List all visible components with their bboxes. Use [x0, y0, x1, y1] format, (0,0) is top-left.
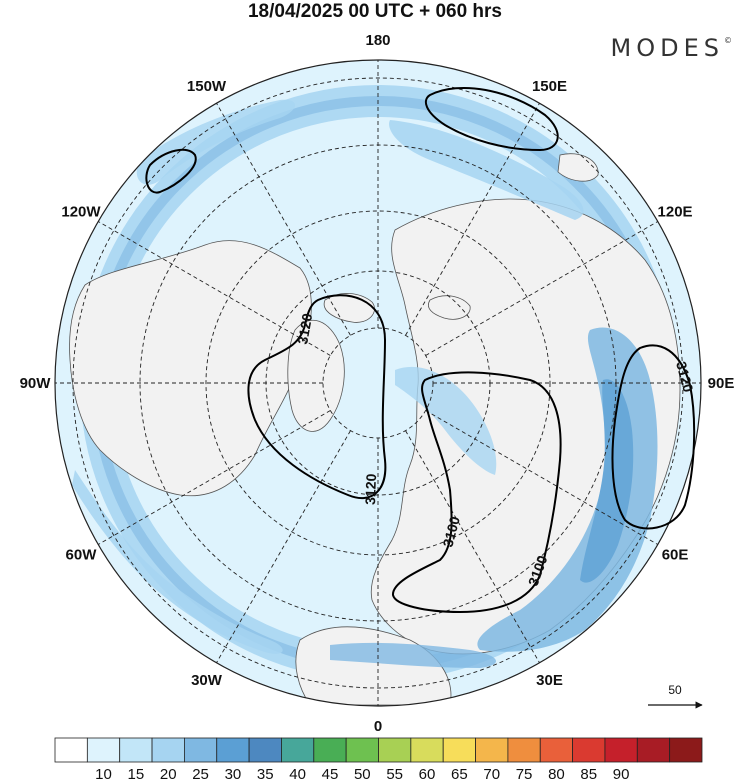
contour-3100-europe: [391, 371, 562, 614]
longitude-label: 90E: [708, 375, 735, 392]
meridian-line: [405, 430, 540, 663]
colorbar-swatch: [442, 737, 476, 763]
colorbar-swatch: [54, 737, 88, 763]
colorbar-label: 15: [128, 766, 145, 782]
colorbar-label: 50: [354, 766, 371, 782]
meridian-line: [425, 221, 658, 356]
colorbar-label: 35: [257, 766, 274, 782]
longitude-label: 0: [374, 718, 382, 735]
contour-3120-pacific-east: [424, 86, 559, 152]
colorbar-swatch: [572, 737, 606, 763]
map-title: 18/04/2025 00 UTC + 060 hrs: [247, 1, 503, 22]
colorbar-label: 40: [289, 766, 306, 782]
contour-3120-west: [247, 294, 387, 500]
meridian-line: [98, 221, 331, 356]
colorbar-label: 30: [225, 766, 242, 782]
colorbar-swatch: [216, 737, 250, 763]
colorbar-swatch: [183, 737, 218, 763]
longitude-label: 150W: [187, 78, 227, 95]
meridian-line: [98, 410, 331, 545]
colorbar-swatch: [669, 737, 703, 763]
longitude-label: 120W: [61, 204, 101, 221]
colorbar-swatch: [539, 737, 573, 763]
globe-outline: [54, 59, 702, 707]
colorbar-label: 55: [386, 766, 403, 782]
longitude-label: 60E: [662, 547, 689, 564]
meridian-line: [425, 410, 658, 545]
meridian-line: [405, 103, 540, 336]
colorbar: 10 15 20 25 30 35 40 45 50 55 60 65 70 75 80 85 90: [54, 737, 703, 782]
colorbar-swatch: [378, 737, 412, 763]
colorbar-label: 25: [192, 766, 209, 782]
vector-reference: 50: [648, 683, 703, 709]
colorbar-label: 80: [548, 766, 565, 782]
meridian-line: [216, 430, 351, 663]
colorbar-swatch: [475, 737, 509, 763]
colorbar-label: 90: [613, 766, 630, 782]
longitude-labels: 180 150E 120E 90E 60E 30E 0 30W 60W 90W 120W 150W: [20, 32, 735, 735]
colorbar-swatch: [313, 737, 347, 763]
colorbar-swatch: [248, 737, 282, 763]
longitude-label: 30E: [536, 672, 563, 689]
longitude-label: 120E: [658, 204, 693, 221]
contour-3120-asia: [611, 344, 696, 530]
contour-label: 3120: [362, 473, 379, 505]
colorbar-swatch: [410, 737, 444, 763]
colorbar-label: 10: [95, 766, 112, 782]
colorbar-swatch: [604, 737, 638, 763]
colorbar-label: 65: [451, 766, 468, 782]
colorbar-swatch: [119, 737, 153, 763]
colorbar-swatch: [86, 737, 121, 763]
longitude-label: 180: [365, 32, 390, 49]
colorbar-label: 60: [419, 766, 436, 782]
height-contours: [145, 86, 696, 614]
modes-logo: MODES©: [610, 34, 732, 62]
colorbar-swatch: [345, 737, 379, 763]
colorbar-swatch: [281, 737, 315, 763]
colorbar-swatch: [151, 737, 185, 763]
contour-label: 3120: [673, 360, 697, 394]
colorbar-label: 85: [580, 766, 597, 782]
longitude-label: 60W: [66, 547, 98, 564]
longitude-label: 150E: [532, 78, 567, 95]
vector-reference-label: 50: [668, 683, 682, 697]
colorbar-label: 75: [516, 766, 533, 782]
contour-label: 3120: [294, 312, 315, 346]
longitude-label: 90W: [20, 375, 52, 392]
colorbar-swatch: [636, 737, 671, 763]
colorbar-swatch: [507, 737, 541, 763]
contour-label: 3100: [439, 514, 463, 548]
colorbar-label: 70: [483, 766, 500, 782]
colorbar-label: 20: [160, 766, 177, 782]
meridians: [55, 60, 701, 706]
jet-streaks: [72, 99, 658, 668]
colorbar-label: 45: [322, 766, 339, 782]
longitude-label: 30W: [191, 672, 223, 689]
contour-3120-pacific-west: [145, 148, 197, 194]
